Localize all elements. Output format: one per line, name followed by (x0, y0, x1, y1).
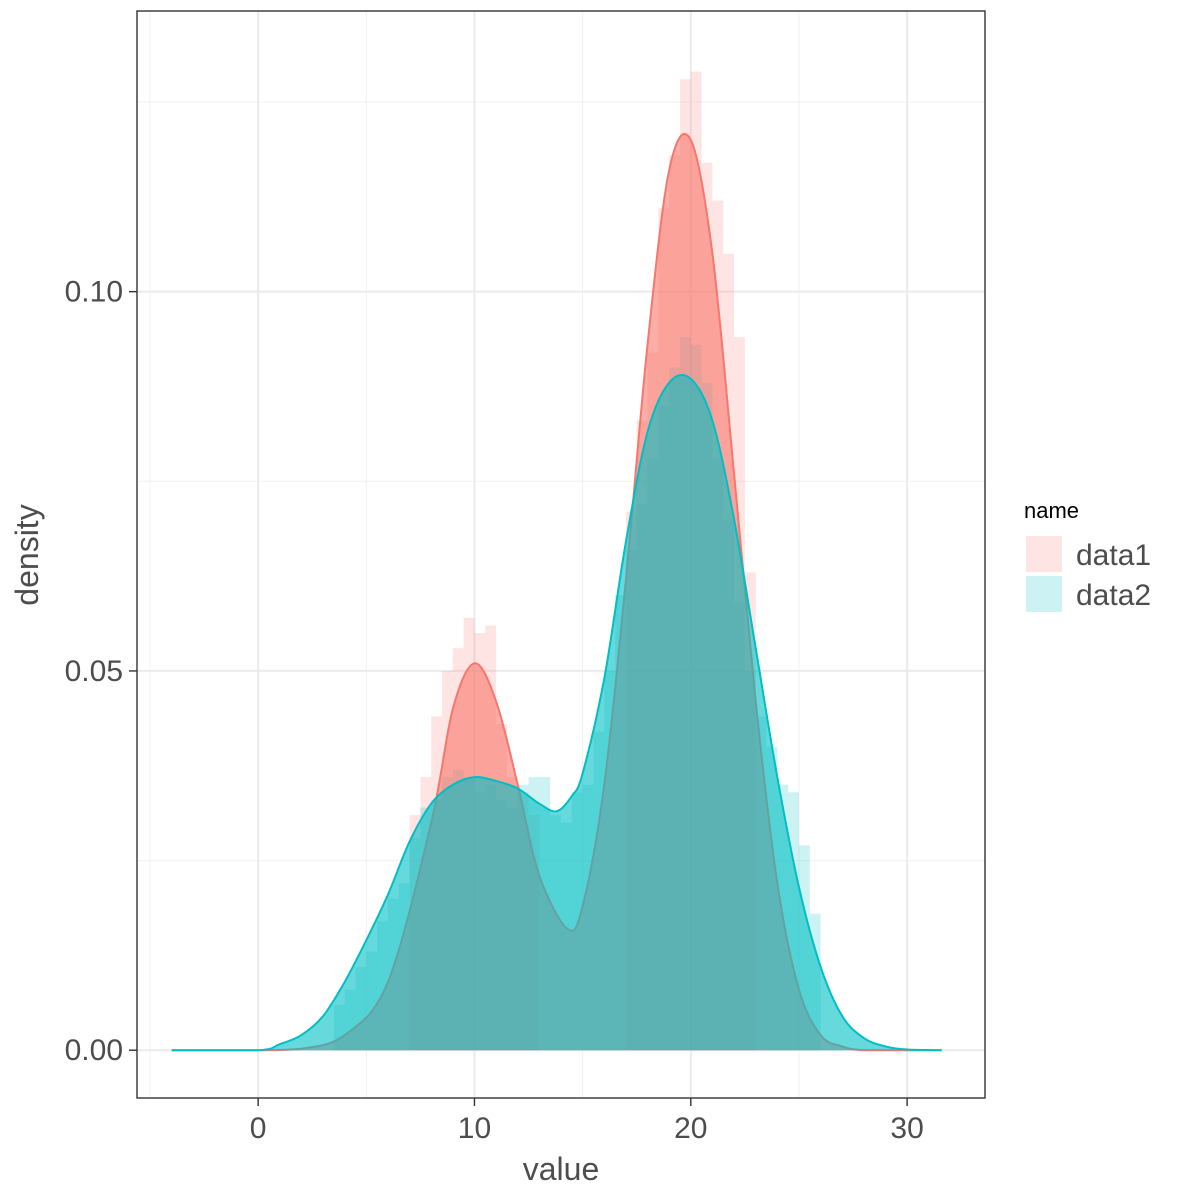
x-tick-label: 0 (250, 1112, 267, 1145)
x-tick-label: 30 (890, 1112, 923, 1145)
x-tick-label: 10 (458, 1112, 491, 1145)
y-tick-label: 0.00 (65, 1034, 123, 1067)
legend-label-data2: data2 (1076, 579, 1151, 612)
x-axis: 0 10 20 30 (250, 1098, 924, 1145)
legend-label-data1: data1 (1076, 539, 1151, 572)
y-tick-label: 0.05 (65, 655, 123, 688)
y-tick-label: 0.10 (65, 276, 123, 309)
legend: name data1 data2 (1024, 498, 1151, 612)
y-axis: 0.00 0.05 0.10 (65, 276, 137, 1067)
legend-key-data2 (1026, 576, 1062, 612)
panel-border (136, 10, 986, 1099)
legend-title: name (1024, 498, 1079, 523)
legend-key-data1 (1026, 536, 1062, 572)
density-area-data2 (171, 374, 942, 1051)
x-axis-title: value (523, 1151, 600, 1187)
x-tick-label: 20 (674, 1112, 707, 1145)
density-line-data2 (171, 373, 942, 1052)
y-axis-title: density (9, 504, 45, 605)
chart-marks (171, 71, 942, 1052)
